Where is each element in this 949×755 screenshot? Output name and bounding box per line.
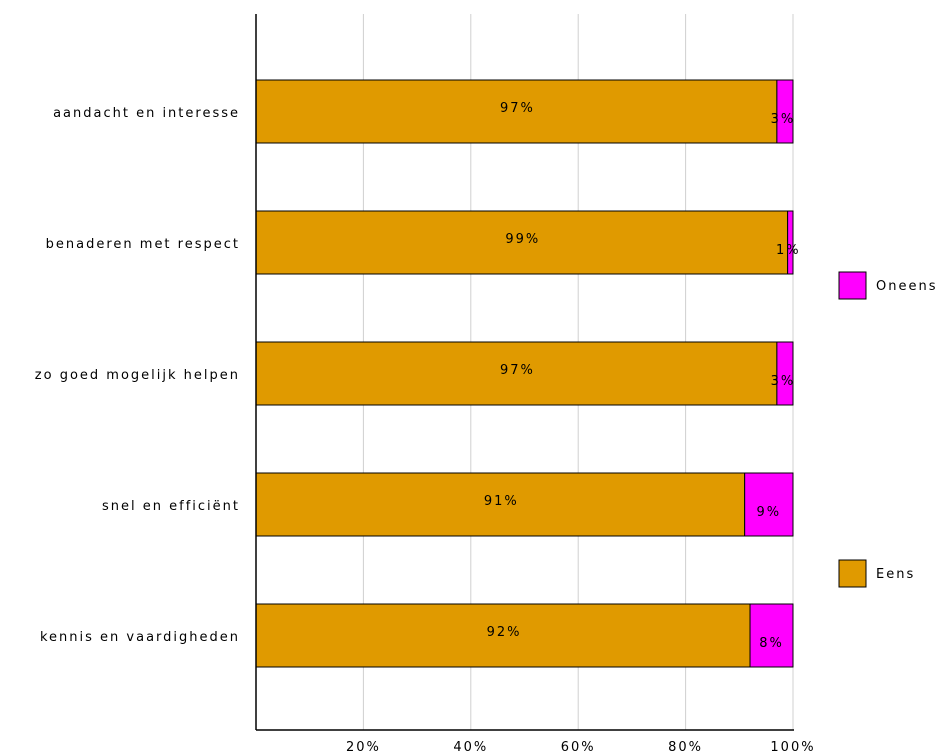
bar-segment-eens bbox=[255, 210, 789, 275]
bar-segment-oneens bbox=[787, 210, 794, 275]
x-tick-label: 60% bbox=[561, 740, 596, 755]
legend: Oneens Eens bbox=[838, 271, 937, 588]
category-labels: aandacht en interesse benaderen met respe… bbox=[35, 106, 240, 645]
data-labels: 97% 3% 99% 1% 97% 3% 91% 9% 92% 8% bbox=[484, 101, 801, 651]
category-label: aandacht en interesse bbox=[53, 106, 240, 121]
data-label: 97% bbox=[500, 101, 535, 116]
bar-segment-oneens bbox=[749, 603, 794, 668]
legend-swatch-eens bbox=[838, 559, 867, 588]
x-tick-labels: 20% 40% 60% 80% 100% bbox=[346, 740, 815, 755]
data-label: 1% bbox=[776, 243, 801, 258]
data-label: 9% bbox=[757, 505, 782, 520]
data-label: 3% bbox=[771, 112, 796, 127]
legend-label-oneens: Oneens bbox=[876, 279, 937, 294]
x-tick-label: 100% bbox=[770, 740, 815, 755]
legend-swatch-oneens bbox=[838, 271, 867, 300]
bar-segment-oneens bbox=[776, 341, 794, 406]
bar-segment-oneens bbox=[744, 472, 794, 537]
data-label: 99% bbox=[505, 232, 540, 247]
data-label: 8% bbox=[759, 636, 784, 651]
legend-label-eens: Eens bbox=[876, 567, 915, 582]
category-label: benaderen met respect bbox=[46, 237, 240, 252]
category-label: snel en efficiënt bbox=[102, 499, 240, 514]
category-label: zo goed mogelijk helpen bbox=[35, 368, 240, 383]
axes bbox=[255, 14, 794, 731]
bars bbox=[255, 79, 794, 668]
x-tick-label: 40% bbox=[453, 740, 488, 755]
data-label: 91% bbox=[484, 494, 519, 509]
data-label: 3% bbox=[771, 374, 796, 389]
bar-segment-eens bbox=[255, 79, 778, 144]
bar-segment-oneens bbox=[776, 79, 794, 144]
x-tick-label: 80% bbox=[668, 740, 703, 755]
x-tick-label: 20% bbox=[346, 740, 381, 755]
data-label: 92% bbox=[487, 625, 522, 640]
data-label: 97% bbox=[500, 363, 535, 378]
category-label: kennis en vaardigheden bbox=[40, 630, 240, 645]
